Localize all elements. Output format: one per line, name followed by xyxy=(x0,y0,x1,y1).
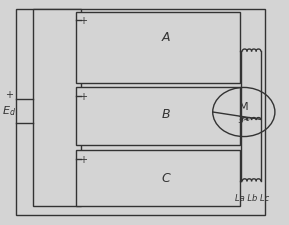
Text: La Lb Lc: La Lb Lc xyxy=(235,193,269,202)
Text: M: M xyxy=(239,101,249,111)
Bar xyxy=(16,10,265,215)
Bar xyxy=(76,150,240,206)
Text: $E_d$: $E_d$ xyxy=(2,104,16,117)
Text: +: + xyxy=(79,92,87,102)
Bar xyxy=(76,88,240,146)
Text: +: + xyxy=(5,90,13,100)
Bar xyxy=(33,10,81,206)
Text: +: + xyxy=(79,154,87,164)
Text: A: A xyxy=(162,31,170,44)
Text: C: C xyxy=(162,172,170,184)
Text: B: B xyxy=(162,108,170,121)
Text: +: + xyxy=(79,16,87,26)
Text: 3~: 3~ xyxy=(237,115,251,124)
Bar xyxy=(76,13,240,84)
